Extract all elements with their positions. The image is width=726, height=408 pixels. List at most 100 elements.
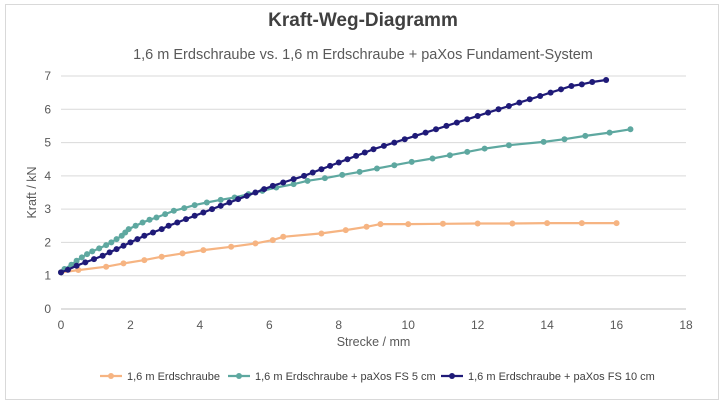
data-point [290,176,297,183]
data-point [408,158,415,165]
data-point [540,138,547,145]
legend-swatch-marker [108,373,114,379]
data-point [474,112,481,119]
chart-frame [5,4,719,400]
data-point [547,89,554,96]
data-point [321,175,328,182]
data-point [627,126,634,133]
y-tick-label: 0 [44,302,51,316]
data-point [327,162,334,169]
data-point [582,132,589,139]
data-point [96,245,103,252]
data-point [353,152,360,159]
data-point [200,247,207,254]
data-point [429,155,436,162]
data-point [58,269,64,276]
data-point [280,233,287,240]
x-tick-label: 14 [540,318,554,332]
data-point [342,227,349,234]
data-point [561,136,568,143]
data-point [170,207,177,214]
y-axis-label: Kraft / kN [25,166,39,218]
data-point [474,220,481,227]
series-3 [58,76,610,276]
data-point [544,220,551,227]
data-point [433,126,439,133]
legend-label: 1,6 m Erdschraube + paXos FS 5 cm [255,371,436,383]
legend-swatch-marker [449,373,455,379]
data-point [309,169,316,176]
series-1 [58,220,620,276]
data-point [217,196,224,203]
data-point [405,221,412,228]
data-point [113,246,120,253]
data-point [446,152,453,159]
data-point [146,216,153,223]
data-point [226,199,233,206]
y-tick-label: 5 [44,136,51,150]
data-point [228,243,235,250]
data-point [356,168,363,175]
data-point [568,82,575,89]
data-point [183,216,189,223]
chart-title: Kraft-Weg-Diagramm [268,10,458,31]
legend-item-2: 1,6 m Erdschraube + paXos FS 5 cm [228,371,436,383]
data-point [150,229,157,236]
data-point [235,196,242,203]
data-point [537,92,544,99]
data-point [558,86,564,93]
series-group [58,76,634,276]
data-point [335,159,342,166]
data-point [391,139,398,146]
data-point [73,262,80,269]
data-point [304,177,311,184]
data-point [78,254,85,261]
data-point [485,109,492,116]
series-2 [58,126,634,276]
data-point [261,186,268,193]
x-tick-label: 2 [127,318,134,332]
data-point [217,202,224,209]
data-point [153,214,160,221]
data-point [301,172,308,179]
y-tick-label: 3 [44,202,51,216]
data-point [464,116,471,123]
data-point [363,223,370,230]
x-tick-label: 10 [402,318,416,332]
data-point [318,230,325,237]
data-point [453,119,460,126]
data-point [191,212,198,219]
data-point [391,162,398,169]
legend-swatch-marker [236,373,242,379]
data-point [82,259,89,266]
data-point [174,219,181,226]
series-line [60,128,631,274]
data-point [73,257,80,264]
data-point [191,202,198,209]
data-point [125,226,132,233]
legend: 1,6 m Erdschraube 1,6 m Erdschraube + paX… [100,371,655,383]
legend-label: 1,6 m Erdschraube [127,371,220,383]
x-tick-label: 8 [335,318,342,332]
data-point [141,232,148,239]
data-point [578,81,585,88]
data-point [464,148,471,155]
data-point [589,78,596,85]
data-point [344,156,351,163]
data-point [64,266,71,273]
data-point [401,136,408,143]
data-point [127,239,134,246]
data-point [578,220,585,227]
data-point [103,263,110,270]
data-point [106,249,113,256]
data-point [209,206,216,213]
y-tick-label: 6 [44,102,51,116]
x-tick-label: 18 [679,318,693,332]
legend-label: 1,6 m Erdschraube + paXos FS 10 cm [468,371,655,383]
data-point [603,76,610,83]
data-point [179,250,186,257]
data-point [108,239,115,246]
data-point [280,179,287,186]
data-point [158,253,165,260]
data-point [181,205,188,212]
